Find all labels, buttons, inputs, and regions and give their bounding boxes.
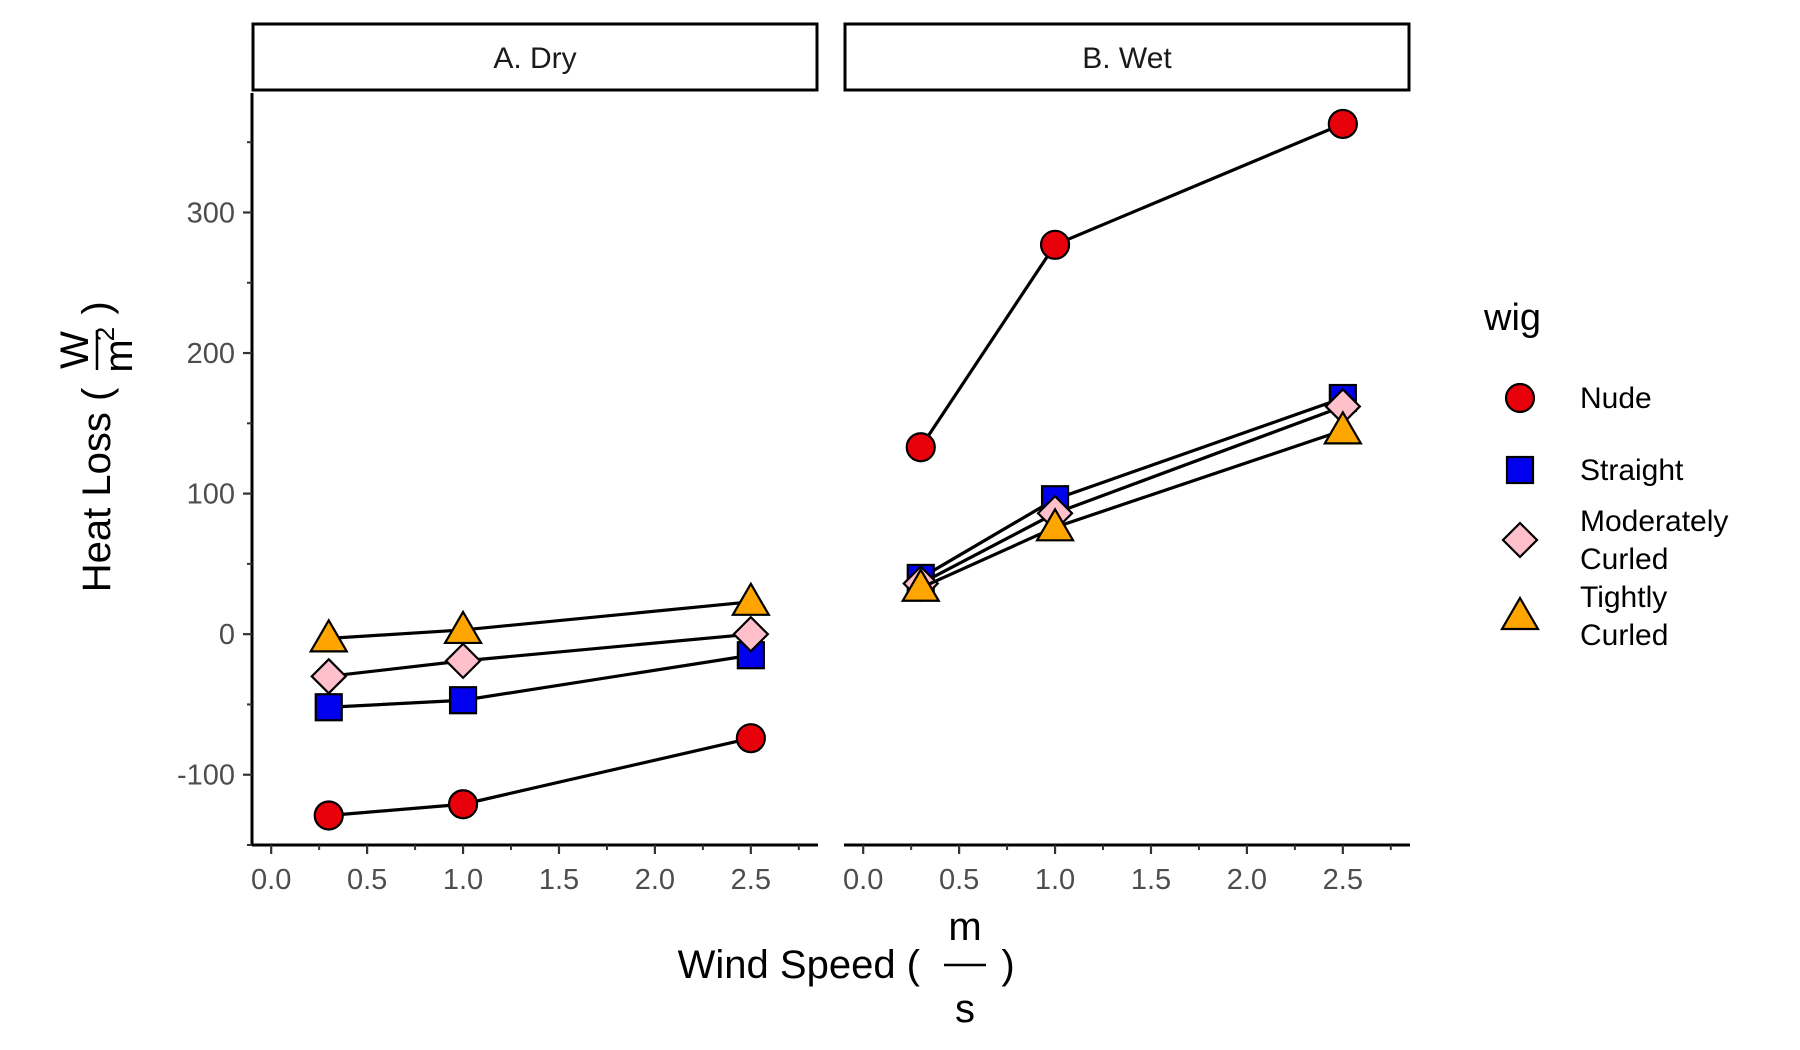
series-line: [920, 404, 1344, 585]
legend-label: Straight: [1580, 454, 1684, 487]
x-axis-title-numerator: m: [948, 905, 981, 949]
legend-label: Curled: [1580, 619, 1668, 652]
legend-label: Moderately: [1580, 505, 1728, 538]
series-line: [328, 736, 752, 818]
facet-strip-label: A. Dry: [493, 42, 576, 75]
y-axis-title-group: Heat Loss ( W m2): [53, 301, 141, 592]
x-tick-label: 0.5: [939, 864, 979, 896]
panels: A. Dry 0.0 0.5 1.0 1.5 2.0 2.5 -100 0 100 200 300 B.…: [177, 22, 1411, 896]
data-point: [1035, 507, 1075, 542]
y-axis-title-superscript: 2: [90, 327, 120, 341]
legend-item-straight: Straight: [1505, 454, 1684, 487]
data-point: [310, 657, 348, 695]
x-tick-label: 1.5: [1131, 864, 1171, 896]
y-tick-label: 100: [187, 479, 235, 511]
series-line: [328, 653, 752, 709]
data-point: [732, 615, 770, 653]
series-tightly-curled: [308, 581, 771, 653]
y-axis-title-denominator: m: [97, 339, 141, 372]
data-point: [314, 693, 343, 722]
series-line: [328, 632, 751, 678]
legend: wig Nude Straight Moderately Curled Tightly Cu…: [1483, 297, 1728, 652]
data-point: [735, 723, 766, 754]
data-point: [900, 567, 941, 602]
x-tick-label: 1.0: [443, 864, 483, 896]
data-point: [313, 800, 344, 831]
series-line: [919, 122, 1344, 449]
panel-b-wet: B. Wet 0.0 0.5 1.0 1.5 2.0 2.5: [843, 22, 1411, 896]
data-point: [730, 581, 771, 616]
facet-strip: [251, 22, 819, 92]
data-point: [905, 432, 936, 463]
legend-key-square: [1505, 455, 1535, 485]
x-tick-label: 1.5: [539, 864, 579, 896]
x-tick-label: 2.0: [635, 864, 675, 896]
data-point: [308, 618, 349, 653]
y-tick-label: 0: [219, 619, 235, 651]
data-point: [1327, 108, 1358, 140]
x-tick-label: 2.5: [1323, 864, 1363, 896]
legend-label: Nude: [1580, 382, 1652, 415]
x-axis-title-text: Wind Speed (: [678, 943, 921, 987]
legend-label: Curled: [1580, 543, 1668, 576]
data-point: [447, 789, 479, 820]
legend-key-circle: [1504, 382, 1536, 414]
series-moderately-curled: [310, 615, 770, 695]
x-tick-label: 2.5: [731, 864, 771, 896]
y-axis-title-close: ): [75, 301, 119, 314]
series-moderately-curled: [902, 387, 1362, 603]
series-tightly-curled: [900, 410, 1363, 602]
data-point: [1039, 229, 1071, 260]
legend-item-moderately-curled: Moderately Curled: [1501, 505, 1728, 576]
y-tick-label: 200: [187, 338, 235, 370]
x-tick-label: 2.0: [1227, 864, 1267, 896]
legend-key-triangle: [1500, 595, 1540, 631]
y-tick-label: 300: [187, 197, 235, 229]
series-nude: [313, 723, 766, 831]
y-axis-title: Heat Loss ( W m2): [53, 301, 141, 592]
x-axis-title: Wind Speed ( ms): [678, 905, 1015, 1031]
y-axis-title-text: Heat Loss (: [75, 387, 119, 592]
x-axis-title-denominator: s: [955, 987, 975, 1031]
legend-item-nude: Nude: [1504, 382, 1652, 415]
legend-title: wig: [1483, 297, 1541, 339]
y-tick-label: -100: [177, 760, 235, 792]
facet-strip-label: B. Wet: [1082, 42, 1172, 75]
series-nude: [905, 108, 1358, 463]
series-line: [328, 600, 752, 640]
legend-label: Tightly: [1580, 581, 1667, 614]
series-line: [920, 428, 1344, 590]
legend-item-tightly-curled: Tightly Curled: [1500, 581, 1668, 652]
legend-key-diamond: [1501, 521, 1539, 559]
x-tick-label: 0.0: [251, 864, 291, 896]
data-point: [1322, 410, 1363, 445]
data-point: [448, 686, 478, 715]
x-tick-label: 0.5: [347, 864, 387, 896]
y-axis-title-numerator: W: [53, 331, 97, 369]
data-point: [443, 609, 483, 645]
series-straight: [314, 641, 765, 722]
x-tick-label: 0.0: [843, 864, 883, 896]
facet-strip: [843, 22, 1411, 92]
x-axis-title-close: ): [1001, 943, 1014, 987]
data-point: [444, 642, 482, 680]
series-straight: [906, 383, 1357, 593]
x-tick-label: 1.0: [1035, 864, 1075, 896]
panel-a-dry: A. Dry 0.0 0.5 1.0 1.5 2.0 2.5 -100 0 100 200 300: [177, 22, 819, 896]
